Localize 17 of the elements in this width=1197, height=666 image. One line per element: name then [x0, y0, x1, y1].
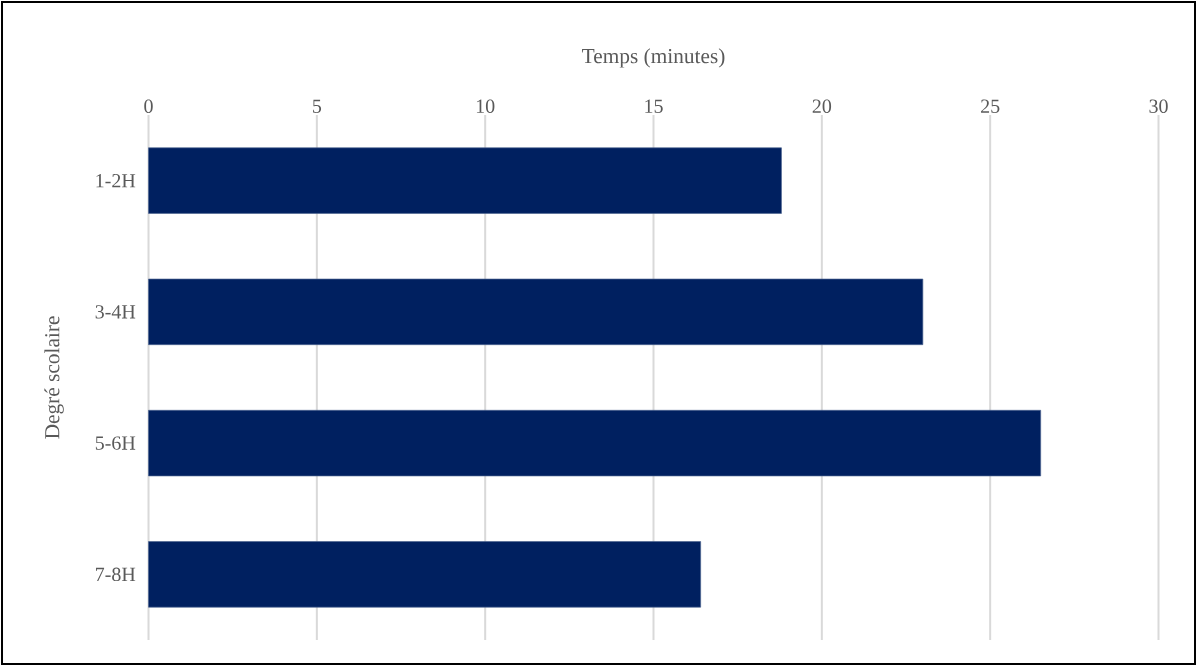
y-tick-label: 3-4H [95, 305, 136, 319]
x-tick-label: 10 [476, 99, 495, 113]
bar [148, 147, 782, 214]
x-tick-label: 20 [812, 99, 832, 113]
bar [148, 278, 924, 346]
x-tick-label: 25 [981, 99, 1000, 113]
y-axis-title: Degré scolaire [44, 316, 64, 439]
y-tick-label: 5-6H [95, 436, 136, 450]
bar [148, 409, 1042, 477]
y-tick-label: 7-8H [96, 567, 136, 582]
x-tick-label: 30 [1149, 99, 1168, 113]
bar [148, 541, 701, 608]
x-tick-label: 0 [144, 99, 153, 113]
x-tick-label: 5 [313, 99, 322, 113]
y-tick-label: 1-2H [96, 174, 136, 188]
x-tick-label: 15 [645, 99, 663, 113]
x-axis-title: Temps (minutes) [582, 48, 725, 68]
